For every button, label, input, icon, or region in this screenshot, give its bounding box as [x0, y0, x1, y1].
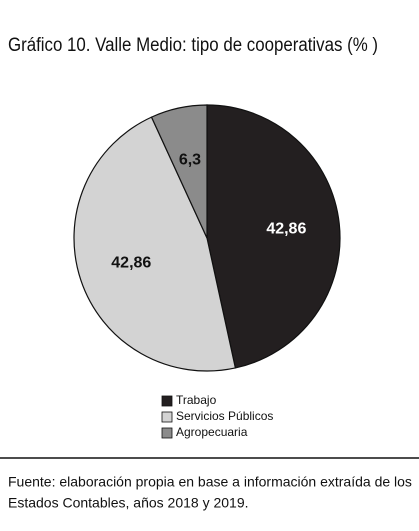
legend-label: Agropecuaria: [176, 425, 248, 439]
legend-label: Trabajo: [176, 393, 217, 407]
data-label: 42,86: [266, 221, 306, 238]
legend-swatch: [161, 395, 173, 407]
source-note: Estados Contables, años 2018 y 2019.: [8, 495, 249, 511]
source-note: Fuente: elaboración propia en base a inf…: [8, 474, 412, 490]
chart-title: Gráfico 10. Valle Medio: tipo de coopera…: [8, 35, 378, 56]
legend-swatch: [161, 427, 173, 439]
pie-slice: [150, 104, 208, 239]
legend-swatch: [161, 411, 173, 423]
pie-slice: [73, 116, 237, 372]
pie-slice: [206, 104, 341, 369]
data-label: 42,86: [111, 255, 151, 272]
legend-label: Servicios Públicos: [176, 409, 273, 423]
data-label: 6,3: [179, 151, 201, 168]
